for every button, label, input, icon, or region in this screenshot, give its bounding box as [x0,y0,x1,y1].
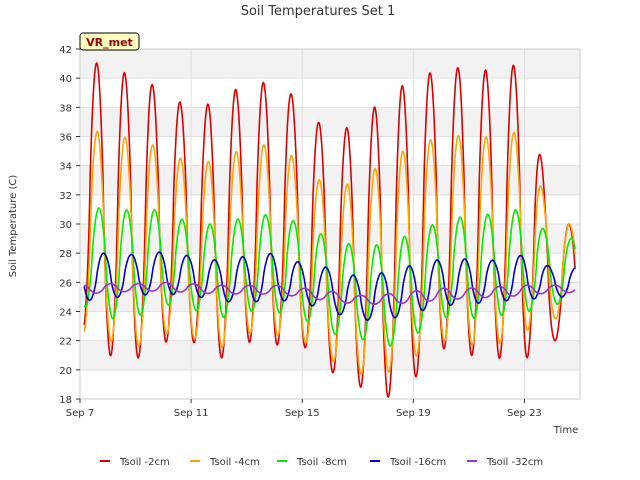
station-badge: VR_met [79,32,140,51]
x-tick-label: Sep 23 [507,408,542,419]
series-line [83,251,576,322]
y-tick-label: 28 [59,249,72,260]
plot-band [80,107,580,137]
station-badge-box [79,32,140,51]
legend-label: Tsoil -8cm [296,457,347,468]
x-tick-label: Sep 15 [285,408,320,419]
y-tick-label: 32 [59,191,72,202]
y-axis-label: Soil Temperature (C) [8,175,19,278]
legend-item: Tsoil -4cm [190,457,260,468]
y-tick-label: 42 [59,45,72,56]
plot-band [80,165,580,195]
y-tick-label: 34 [59,162,72,173]
x-axis-label: Time [553,425,578,436]
axes: 18 20 22 24 26 28 30 32 34 36 38 40 42 Sep 7 Sep 11 Sep… [59,45,581,419]
legend-item: Tsoil -8cm [277,457,347,468]
series-layer [83,62,576,398]
legend-label: Tsoil -4cm [209,457,260,468]
chart-title: Soil Temperatures Set 1 [241,4,396,19]
series-line [83,281,576,306]
y-tick-label: 26 [59,278,72,289]
y-tick-label: 24 [59,308,72,319]
y-tick-label: 20 [59,366,72,377]
x-tick-label: Sep 19 [396,408,431,419]
plot-band [80,224,580,254]
y-tick-label: 38 [59,103,72,114]
legend-label: Tsoil -2cm [119,457,170,468]
legend-item: Tsoil -16cm [370,457,446,468]
x-tick-label: Sep 11 [174,408,209,419]
legend-label: Tsoil -16cm [389,457,446,468]
legend: Tsoil -2cm Tsoil -4cm Tsoil -8cm Tsoil -16c… [100,457,543,468]
station-badge-label: VR_met [86,36,133,49]
legend-item: Tsoil -32cm [467,457,543,468]
y-tick-label: 18 [59,395,72,406]
y-tick-label: 30 [59,220,72,231]
plot-band [80,49,580,79]
x-tick-label: Sep 7 [66,408,94,419]
y-tick-label: 22 [59,337,72,348]
series-line [83,207,576,347]
y-tick-label: 36 [59,133,72,144]
legend-item: Tsoil -2cm [100,457,170,468]
y-tick-label: 40 [59,74,72,85]
legend-label: Tsoil -32cm [486,457,543,468]
